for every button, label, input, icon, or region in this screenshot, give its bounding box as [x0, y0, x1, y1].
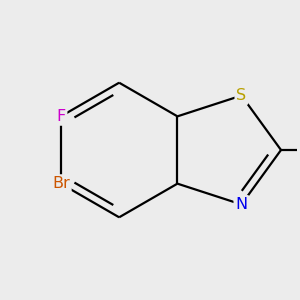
- Text: F: F: [56, 109, 65, 124]
- Text: Br: Br: [52, 176, 70, 191]
- Text: N: N: [236, 197, 247, 212]
- Text: S: S: [236, 88, 247, 103]
